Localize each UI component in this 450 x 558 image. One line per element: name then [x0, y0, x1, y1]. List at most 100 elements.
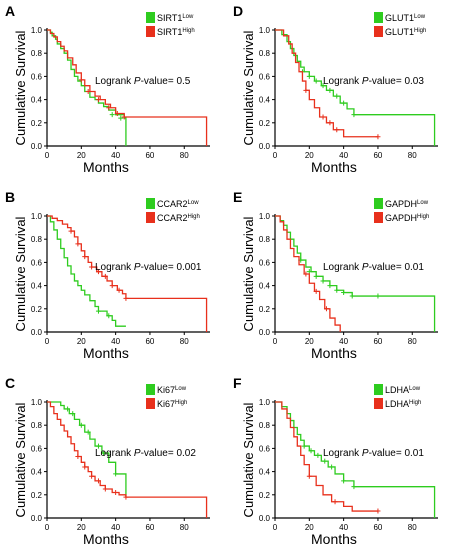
logrank-annotation: Logrank P-value= 0.01 [323, 448, 424, 459]
x-tick-label: 20 [77, 523, 86, 532]
censor-mark [313, 288, 319, 294]
legend-swatch-high [374, 398, 383, 409]
censor-mark [70, 411, 76, 417]
x-tick-label: 0 [45, 151, 50, 160]
censor-mark [306, 73, 312, 79]
y-axis-title: Cumulative Survival [13, 30, 28, 145]
survival-curve-low [47, 401, 127, 498]
x-axis-title: Months [83, 345, 129, 361]
y-tick-label: 1.0 [259, 398, 271, 407]
legend-swatch-low [146, 384, 155, 395]
x-tick-label: 60 [145, 151, 154, 160]
legend-swatch-low [374, 12, 383, 23]
x-tick-label: 20 [305, 337, 314, 346]
x-tick-label: 60 [145, 337, 154, 346]
legend-swatch-high [146, 212, 155, 223]
legend-label-low: LDHALow [385, 385, 421, 395]
panel-c: C 0.0 0.2 0.4 0.6 0.8 1.0 0 20 40 60 80 Months Cumula… [5, 375, 210, 547]
panel-f: F 0.0 0.2 0.4 0.6 0.8 1.0 0 20 40 60 80 Months Cumula… [233, 375, 438, 547]
legend-swatch-high [146, 398, 155, 409]
legend-label-high: GAPDHHigh [385, 213, 429, 223]
y-axis-title: Cumulative Survival [13, 216, 28, 331]
x-tick-label: 40 [111, 151, 120, 160]
legend-label-high: GLUT1High [385, 27, 426, 37]
legend-swatch-high [374, 26, 383, 37]
censor-mark [102, 486, 108, 492]
censor-mark [89, 264, 95, 270]
x-tick-label: 40 [339, 523, 348, 532]
censor-mark [320, 83, 326, 89]
censor-mark [82, 464, 88, 470]
censor-mark [313, 78, 319, 84]
y-tick-label: 0.0 [259, 328, 271, 337]
x-tick-label: 0 [273, 523, 278, 532]
panel-letter: D [233, 3, 243, 19]
legend-label-low: CCAR2Low [157, 199, 199, 209]
censor-mark [114, 111, 120, 117]
legend-label-high: Ki67High [157, 399, 187, 409]
y-tick-label: 0.4 [259, 468, 271, 477]
x-axis-title: Months [311, 531, 357, 547]
legend-swatch-low [374, 384, 383, 395]
survival-curve-high [47, 29, 208, 146]
censor-mark [308, 448, 314, 454]
legend-label-low: SIRT1Low [157, 13, 194, 23]
x-tick-label: 0 [45, 523, 50, 532]
censor-mark [375, 293, 381, 299]
y-tick-label: 1.0 [259, 26, 271, 35]
legend-label-high: LDHAHigh [385, 399, 421, 409]
y-axis-title: Cumulative Survival [241, 216, 256, 331]
censor-mark [101, 450, 107, 456]
y-tick-label: 0.6 [31, 444, 43, 453]
x-tick-label: 80 [180, 337, 189, 346]
x-tick-label: 40 [111, 337, 120, 346]
panel-b: B 0.0 0.2 0.4 0.6 0.8 1.0 0 20 40 60 80 Months Cumula… [5, 189, 210, 361]
y-tick-label: 0.0 [259, 514, 271, 523]
censor-mark [327, 87, 333, 93]
censor-mark [320, 114, 326, 120]
y-tick-label: 0.8 [259, 421, 271, 430]
legend-label-low: Ki67Low [157, 385, 187, 395]
x-tick-label: 40 [339, 337, 348, 346]
x-tick-label: 80 [180, 151, 189, 160]
survival-curve-low [47, 29, 127, 146]
censor-mark [332, 499, 338, 505]
censor-mark [315, 452, 321, 458]
x-tick-label: 80 [408, 523, 417, 532]
x-tick-label: 60 [373, 523, 382, 532]
panel-letter: E [233, 189, 242, 205]
panel-letter: F [233, 375, 242, 391]
legend-swatch-high [146, 26, 155, 37]
censor-mark [95, 478, 101, 484]
censor-mark [334, 93, 340, 99]
censor-mark [75, 454, 81, 460]
censor-mark [322, 458, 328, 464]
y-tick-label: 0.4 [31, 282, 43, 291]
censor-mark [113, 471, 119, 477]
censor-mark [123, 295, 129, 301]
y-axis-title: Cumulative Survival [13, 402, 28, 517]
survival-curve-low [275, 401, 436, 518]
censor-mark [95, 443, 101, 449]
x-tick-label: 20 [77, 337, 86, 346]
y-tick-label: 1.0 [259, 212, 271, 221]
censor-mark [106, 105, 112, 111]
x-axis-title: Months [83, 531, 129, 547]
x-tick-label: 60 [373, 337, 382, 346]
censor-mark [113, 489, 119, 495]
legend-swatch-low [146, 12, 155, 23]
censor-mark [82, 254, 88, 260]
y-tick-label: 0.0 [31, 328, 43, 337]
panel-letter: C [5, 375, 15, 391]
censor-mark [329, 464, 335, 470]
y-tick-label: 0.8 [31, 49, 43, 58]
panel-e: E 0.0 0.2 0.4 0.6 0.8 1.0 0 20 40 60 80 Months Cumula… [233, 189, 438, 361]
censor-mark [334, 287, 340, 293]
y-tick-label: 0.0 [259, 142, 271, 151]
panel-letter: B [5, 189, 15, 205]
censor-mark [118, 115, 124, 121]
x-tick-label: 0 [45, 337, 50, 346]
y-tick-label: 0.6 [259, 258, 271, 267]
y-tick-label: 0.2 [31, 491, 43, 500]
